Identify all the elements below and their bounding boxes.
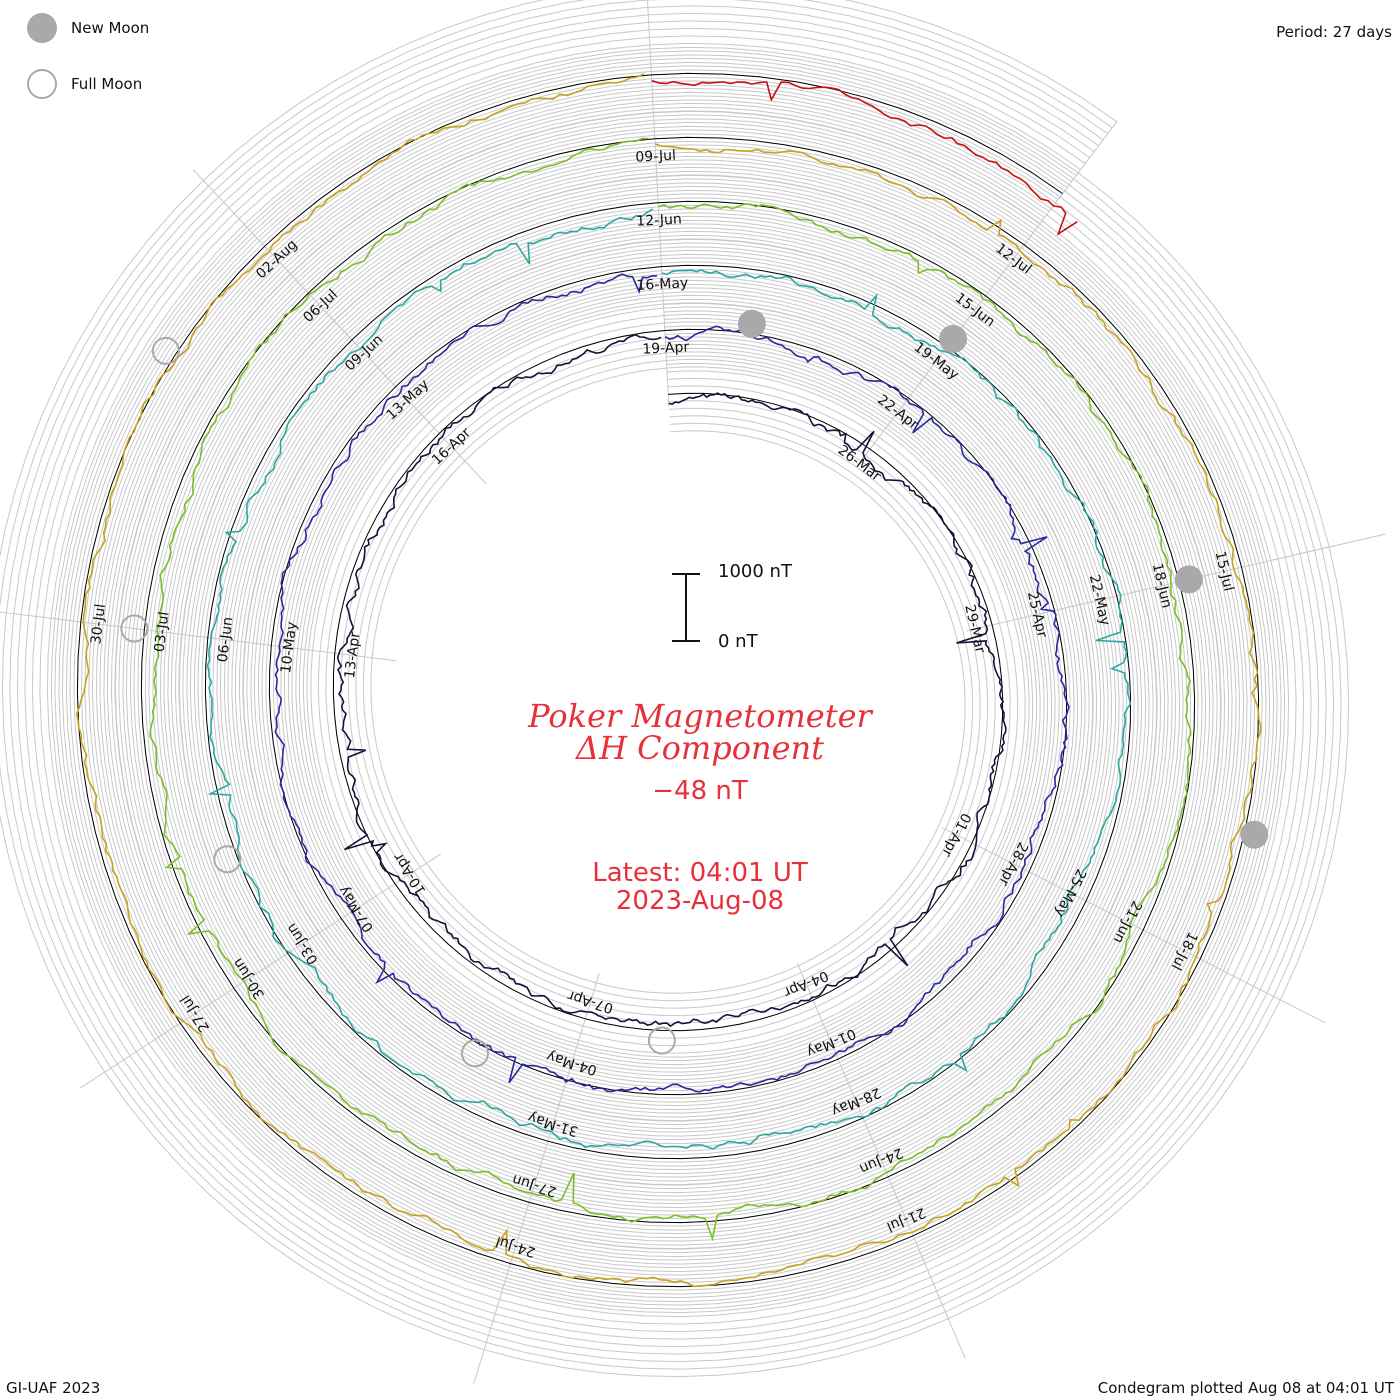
date-label: 13-Apr: [342, 631, 364, 680]
trace-cycle-1: [336, 333, 1007, 1028]
grid-ring: [0, 0, 1342, 1370]
current-value: −48 nT: [652, 776, 748, 806]
date-label: 16-Apr: [429, 425, 474, 469]
full-moon-marker: [647, 1026, 676, 1055]
full-moon-icon: [27, 69, 57, 99]
trace-cycle-3: [206, 208, 1132, 1150]
date-label: 15-Jun: [952, 290, 998, 330]
full-moon-marker: [461, 1039, 489, 1068]
full-moon-marker: [120, 614, 149, 643]
new-moon-icon: [27, 13, 57, 43]
day-spoke: [0, 611, 397, 662]
trace-cycle-4: [149, 137, 1192, 1242]
new-moon-marker: [737, 309, 766, 338]
date-label: 01-May: [804, 1025, 858, 1060]
trace-cycle-5: [75, 73, 1262, 1288]
date-label: 19-Apr: [642, 339, 690, 357]
period-label: Period: 27 days: [1276, 23, 1392, 41]
chart-title-line2: ΔH Component: [575, 729, 825, 767]
new-moon-marker: [1174, 565, 1203, 594]
footer-plotted: Condegram plotted Aug 08 at 04:01 UT: [1097, 1379, 1394, 1397]
new-moon-marker: [1240, 820, 1269, 849]
scale-bottom-label: 0 nT: [718, 631, 758, 652]
full-moon-label: Full Moon: [71, 75, 143, 93]
date-label: 03-Jul: [152, 611, 173, 653]
date-label: 28-May: [829, 1084, 883, 1119]
day-spoke: [79, 853, 442, 1089]
date-label: 06-Jun: [215, 616, 236, 663]
legend-full-moon: Full Moon: [27, 69, 142, 99]
new-moon-label: New Moon: [71, 19, 150, 37]
full-moon-marker: [151, 336, 180, 365]
day-spoke: [473, 973, 600, 1385]
grid-ring: [46, 42, 1290, 1318]
day-spoke: [942, 827, 1326, 1024]
legend-new-moon: New Moon: [27, 13, 149, 43]
baseline-spiral: [76, 72, 1260, 1288]
new-moon-marker: [939, 324, 968, 353]
date-label: 30-Jul: [88, 603, 109, 645]
data-traces: [75, 73, 1262, 1288]
footer-credit: GI-UAF 2023: [6, 1379, 101, 1397]
chart-title-line1: Poker Magnetometer: [528, 697, 872, 735]
moon-markers: [120, 309, 1269, 1068]
date-label: 12-Jun: [636, 211, 682, 229]
grid-ring: [9, 5, 1327, 1355]
scale-top-label: 1000 nT: [718, 561, 792, 582]
trace-cycle-6: [651, 79, 1078, 236]
day-spoke: [192, 169, 487, 485]
scale-bar: [672, 573, 700, 642]
latest-date: 2023-Aug-08: [615, 886, 785, 916]
baseline-circles: [76, 72, 1260, 1288]
day-spokes: [0, 0, 1386, 1385]
day-spoke: [647, 0, 670, 407]
grid-ring: [84, 80, 1252, 1280]
trace-cycle-2: [274, 273, 1070, 1093]
date-label: 01-Apr: [938, 810, 974, 859]
full-moon-marker: [213, 845, 242, 874]
day-spoke: [796, 962, 966, 1359]
date-label: 16-May: [636, 275, 689, 294]
latest-time: Latest: 04:01 UT: [592, 858, 808, 888]
date-label: 29-Mar: [961, 603, 988, 655]
date-label: 10-May: [278, 621, 300, 674]
date-label: 27-Jun: [510, 1171, 558, 1200]
day-spoke: [858, 120, 1118, 465]
date-label: 09-Jul: [635, 148, 676, 166]
